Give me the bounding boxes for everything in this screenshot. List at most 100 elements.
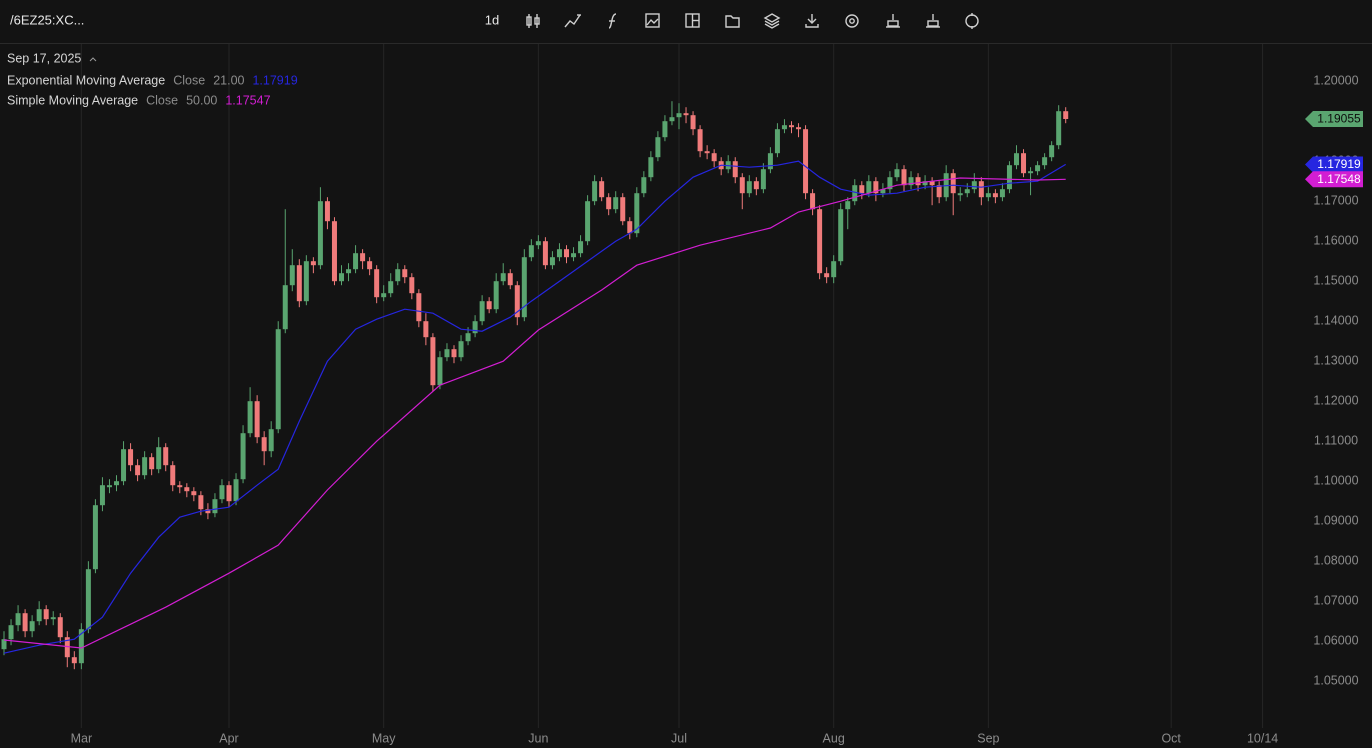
y-tick-label: 1.13000 (1313, 353, 1358, 367)
layers-icon[interactable] (763, 13, 781, 29)
candle-body (613, 197, 619, 210)
x-tick-label: Jun (528, 731, 548, 745)
y-tick-label: 1.12000 (1313, 393, 1358, 407)
settings-icon[interactable] (845, 14, 859, 28)
candle-body (324, 201, 330, 222)
interval[interactable]: 1d (485, 12, 499, 27)
candle-body (275, 329, 281, 430)
x-tick-label: Sep (977, 731, 999, 745)
candle-body (514, 285, 520, 318)
candle-body (458, 341, 464, 358)
candle-body (444, 349, 450, 358)
candle-body (908, 177, 914, 186)
price-tag-label: 1.17548 (1317, 172, 1361, 186)
candle-body (817, 209, 823, 274)
legend-length: 50.00 (186, 93, 217, 107)
y-tick-label: 1.14000 (1313, 313, 1358, 327)
candle-body (1006, 165, 1012, 190)
candle-body (662, 121, 668, 138)
toolbar-icons (526, 13, 979, 29)
candle-body (542, 241, 548, 266)
candle-body (880, 189, 886, 194)
candle-body (163, 447, 169, 466)
legend-name: Simple Moving Average (7, 93, 138, 107)
candle-body (732, 161, 738, 178)
y-tick-label: 1.17000 (1313, 193, 1358, 207)
x-tick-label: Oct (1161, 731, 1181, 745)
legend-date: Sep 17, 2025 (7, 51, 81, 65)
candle-body (971, 181, 977, 190)
legend-value: 1.17919 (252, 73, 297, 87)
candle-body (142, 457, 148, 476)
candle-body (268, 429, 274, 452)
folder-icon[interactable] (725, 15, 740, 28)
candle-body (985, 193, 991, 198)
candle-body (992, 193, 998, 198)
collapse-icon[interactable] (89, 57, 97, 62)
candle-body (1013, 153, 1019, 166)
candle-body (704, 151, 710, 154)
candle-body (788, 125, 794, 128)
candle-body (676, 113, 682, 118)
candle-body (114, 481, 120, 486)
candle-body (620, 197, 626, 222)
candle-body (388, 281, 394, 294)
candle-body (1063, 111, 1069, 119)
candle-body (409, 277, 415, 294)
candle-body (184, 487, 190, 492)
candle-body (331, 221, 337, 282)
candle-body (711, 153, 717, 162)
candles-icon[interactable] (526, 14, 540, 28)
candle-body (964, 189, 970, 194)
x-tick-label: Jul (671, 731, 687, 745)
legend: Exponential Moving Average Close 21.00 1.17… (7, 73, 298, 107)
candle-body (451, 349, 457, 358)
legend-value: 1.17547 (225, 93, 270, 107)
candle-body (395, 269, 401, 282)
candle-body (43, 609, 49, 620)
candle-body (585, 201, 591, 242)
indicators-icon[interactable] (564, 14, 581, 28)
candle-body (535, 241, 541, 246)
candle-body (571, 253, 577, 258)
x-tick-label: May (372, 731, 396, 745)
sell-icon[interactable] (926, 14, 940, 28)
candle-body (669, 117, 675, 122)
candle-body (289, 265, 295, 286)
candle-body (627, 221, 633, 234)
candle-body (831, 261, 837, 278)
candle-body (500, 273, 506, 282)
candle-body (240, 433, 246, 480)
replay-icon[interactable] (965, 13, 979, 29)
candle-body (556, 249, 562, 258)
candle-body (317, 201, 323, 266)
candle-body (310, 261, 316, 266)
candle-body (563, 249, 569, 258)
x-tick-label: Apr (219, 731, 238, 745)
function-icon[interactable] (608, 13, 617, 29)
candle-body (507, 273, 513, 286)
candle-body (360, 253, 366, 262)
candle-body (493, 281, 499, 310)
candle-body (683, 113, 689, 116)
layout-icon[interactable] (685, 13, 700, 28)
buy-icon[interactable] (886, 14, 900, 28)
image-icon[interactable] (645, 13, 660, 28)
candle-body (606, 197, 612, 210)
candle-body (894, 169, 900, 178)
plot-area: Mar Apr May Jun Jul Aug Sep Oct 10/14 1.05000 1.06… (1, 44, 1359, 745)
candle-body (303, 261, 309, 302)
candle-body (29, 621, 35, 632)
candle-body (873, 181, 879, 194)
candle-body (479, 301, 485, 322)
download-icon[interactable] (805, 14, 819, 28)
candle-body (922, 181, 928, 186)
candle-body (149, 457, 155, 470)
candle-body (261, 437, 267, 452)
candle-body (592, 181, 598, 202)
symbol[interactable]: /6EZ25:XC... (10, 12, 84, 27)
candle-body (219, 485, 225, 500)
candle-body (346, 269, 352, 274)
candle-body (15, 613, 21, 626)
